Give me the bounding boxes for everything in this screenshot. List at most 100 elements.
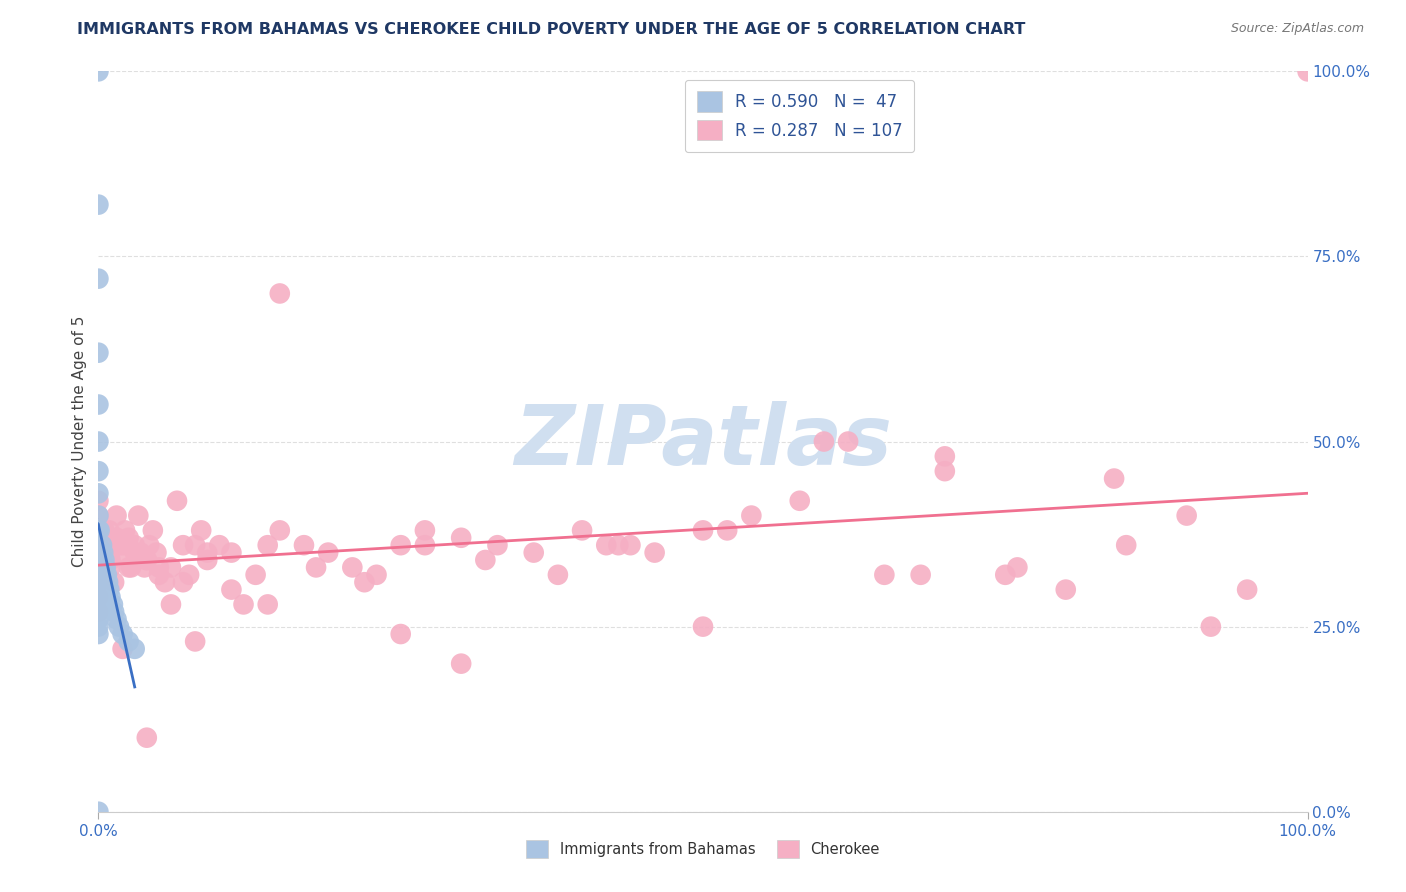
Point [114, 524, 136, 538]
Point [160, 560, 183, 574]
Point [93, 553, 115, 567]
Point [94, 560, 117, 574]
Point [118, 560, 141, 574]
Point [1007, 560, 1029, 574]
Point [316, 546, 339, 560]
Point [195, 553, 218, 567]
Point [148, 560, 170, 574]
Point [91, 546, 114, 560]
Point [87, 197, 110, 211]
Point [87, 553, 110, 567]
Point [87, 567, 110, 582]
Point [87, 575, 110, 590]
Point [135, 731, 157, 745]
Point [87, 560, 110, 574]
Point [89, 524, 111, 538]
Point [1199, 619, 1222, 633]
Point [172, 575, 194, 590]
Point [96, 546, 118, 560]
Point [96, 567, 118, 582]
Point [111, 538, 134, 552]
Point [692, 524, 714, 538]
Point [740, 508, 762, 523]
Point [1102, 471, 1125, 485]
Point [87, 493, 110, 508]
Point [366, 567, 388, 582]
Point [305, 560, 328, 574]
Point [190, 524, 212, 538]
Point [413, 524, 436, 538]
Point [145, 546, 167, 560]
Point [934, 450, 956, 464]
Point [87, 575, 110, 590]
Point [87, 605, 110, 619]
Point [98, 524, 121, 538]
Point [91, 538, 114, 552]
Point [474, 553, 496, 567]
Point [87, 582, 110, 597]
Point [97, 553, 120, 567]
Point [108, 619, 131, 633]
Point [103, 605, 125, 619]
Point [523, 546, 546, 560]
Text: ZIPatlas: ZIPatlas [515, 401, 891, 482]
Point [100, 590, 122, 604]
Point [134, 560, 156, 574]
Point [292, 538, 315, 552]
Point [221, 582, 243, 597]
Point [87, 345, 110, 359]
Point [87, 590, 110, 604]
Point [87, 524, 110, 538]
Point [90, 553, 112, 567]
Point [87, 605, 110, 619]
Point [87, 524, 110, 538]
Point [101, 538, 124, 552]
Point [269, 286, 291, 301]
Point [124, 546, 146, 560]
Point [389, 538, 412, 552]
Point [101, 598, 124, 612]
Point [644, 546, 666, 560]
Point [87, 575, 110, 590]
Point [269, 524, 291, 538]
Point [138, 538, 160, 552]
Point [148, 567, 170, 582]
Point [87, 398, 110, 412]
Point [245, 567, 267, 582]
Point [108, 538, 131, 552]
Point [142, 524, 165, 538]
Point [195, 546, 218, 560]
Point [87, 64, 110, 78]
Point [135, 553, 157, 567]
Point [1236, 582, 1258, 597]
Point [105, 531, 128, 545]
Point [89, 546, 111, 560]
Point [184, 538, 207, 552]
Point [87, 612, 110, 626]
Point [179, 567, 201, 582]
Point [389, 627, 412, 641]
Point [256, 538, 278, 552]
Point [256, 598, 278, 612]
Point [120, 560, 142, 574]
Point [87, 560, 110, 574]
Point [87, 598, 110, 612]
Point [97, 575, 120, 590]
Point [87, 546, 110, 560]
Point [607, 538, 630, 552]
Text: IMMIGRANTS FROM BAHAMAS VS CHEROKEE CHILD POVERTY UNDER THE AGE OF 5 CORRELATION: IMMIGRANTS FROM BAHAMAS VS CHEROKEE CHIL… [77, 22, 1026, 37]
Point [87, 508, 110, 523]
Point [111, 627, 134, 641]
Point [450, 657, 472, 671]
Point [184, 634, 207, 648]
Point [124, 641, 146, 656]
Point [571, 524, 593, 538]
Point [105, 612, 128, 626]
Point [166, 493, 188, 508]
Point [87, 546, 110, 560]
Point [547, 567, 569, 582]
Point [160, 598, 183, 612]
Y-axis label: Child Poverty Under the Age of 5: Child Poverty Under the Age of 5 [72, 316, 87, 567]
Text: Source: ZipAtlas.com: Source: ZipAtlas.com [1230, 22, 1364, 36]
Point [208, 538, 231, 552]
